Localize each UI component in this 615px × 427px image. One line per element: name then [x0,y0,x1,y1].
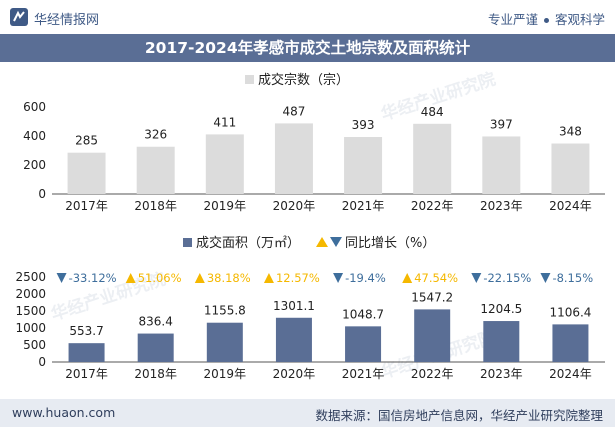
legend-down-triangle-icon [330,237,342,247]
bar [206,322,243,362]
y-tick-label: 500 [23,338,46,352]
data-label: 1547.2 [411,290,453,304]
x-tick-label: 2020年 [273,367,316,381]
legend-swatch [245,75,254,84]
tagline-left: 专业严谨 [487,12,538,27]
x-tick-label: 2020年 [273,199,316,213]
y-tick-label: 0 [38,187,46,201]
top-bar: 华经情报网 专业严谨 客观科学 [0,0,615,34]
tagline: 专业严谨 客观科学 [488,9,605,28]
bar [551,143,590,194]
bar [413,123,452,194]
data-label: 1301.1 [273,299,315,313]
bar [345,326,382,362]
data-label: 487 [282,104,305,118]
data-label: 411 [213,115,236,129]
bar [275,317,312,362]
x-tick-label: 2018年 [134,199,177,213]
x-tick-label: 2023年 [480,199,523,213]
x-tick-label: 2022年 [411,199,454,213]
legend-up-triangle-icon [316,237,328,247]
legend-swatch-area [183,238,192,247]
x-tick-label: 2021年 [342,367,385,381]
data-label: 1155.8 [204,304,246,318]
growth-down-triangle-icon [471,273,482,283]
x-tick-label: 2019年 [204,199,247,213]
footer-source: 数据来源：国信房地产信息网，华经产业研究院整理 [315,408,603,423]
bar [483,321,520,362]
y-tick-label: 600 [23,100,46,114]
growth-label: 38.18% [207,271,251,285]
chart-canvas: 华经产业研究院华经产业研究院华经产业研究院 02004006002852017年… [15,68,605,383]
legend-label-area: 成交面积（万㎡） [196,235,300,251]
bar [68,343,105,362]
tagline-right: 客观科学 [554,12,605,27]
bar [205,134,244,194]
x-tick-label: 2021年 [342,199,385,213]
footer-url[interactable]: www.huaon.com [12,405,116,420]
x-tick-label: 2024年 [549,199,592,213]
x-tick-label: 2022年 [411,367,454,381]
data-label: 1048.7 [342,307,384,321]
growth-label: -8.15% [552,271,593,285]
bar [137,333,174,362]
footer: www.huaon.com 数据来源：国信房地产信息网，华经产业研究院整理 [0,399,615,427]
growth-up-triangle-icon [402,273,413,283]
data-label: 397 [490,117,513,131]
y-tick-label: 400 [23,129,46,143]
data-label: 348 [559,125,582,139]
brand-name: 华经情报网 [34,13,100,28]
growth-label: 47.54% [414,271,458,285]
x-tick-label: 2017年 [65,199,108,213]
growth-down-triangle-icon [56,273,67,283]
growth-up-triangle-icon [125,273,136,283]
growth-label: -33.12% [69,271,117,285]
growth-label: 51.06% [138,271,182,285]
tagline-separator-dot [543,18,549,23]
data-label: 285 [75,134,98,148]
chart-title: 2017-2024年孝感市成交土地宗数及面积统计 [144,39,471,57]
data-label: 1204.5 [480,302,522,316]
bar [136,146,175,194]
x-tick-label: 2023年 [480,367,523,381]
x-tick-label: 2024年 [549,367,592,381]
bar [274,123,313,194]
growth-up-triangle-icon [194,273,205,283]
data-label: 553.7 [69,324,103,338]
growth-label: 12.57% [276,271,320,285]
count-chart: 0 200 400 600 285 2017年 326 2018年 411 2019年 487 202… [23,72,605,213]
bar [552,324,589,362]
bar [414,309,451,362]
x-tick-label: 2018年 [134,367,177,381]
growth-label: -19.4% [345,271,386,285]
y-tick-label: 2000 [15,287,46,301]
title-bar: 2017-2024年孝感市成交土地宗数及面积统计 [0,34,615,62]
bar [67,152,106,194]
huajing-logo-icon [10,8,28,26]
data-label: 836.4 [139,315,173,329]
data-label: 393 [352,118,375,132]
legend-label: 成交宗数（宗） [258,72,349,88]
data-label: 326 [144,128,167,142]
growth-up-triangle-icon [263,273,274,283]
x-tick-label: 2017年 [65,367,108,381]
bar [344,137,383,194]
y-tick-label: 200 [23,158,46,172]
bar [482,136,521,194]
data-label: 1106.4 [549,305,591,319]
growth-down-triangle-icon [540,273,551,283]
area-chart: 0 500 1000 1500 2000 2500 553.7 2017年 836.4 2018年… [15,235,605,381]
x-tick-label: 2019年 [204,367,247,381]
data-label: 484 [421,105,444,119]
growth-label: -22.15% [483,271,531,285]
y-tick-label: 1000 [15,321,46,335]
y-tick-label: 2500 [15,270,46,284]
legend-label-growth: 同比增长（%） [345,236,435,251]
growth-down-triangle-icon [333,273,344,283]
y-tick-label: 0 [38,355,46,369]
y-tick-label: 1500 [15,304,46,318]
